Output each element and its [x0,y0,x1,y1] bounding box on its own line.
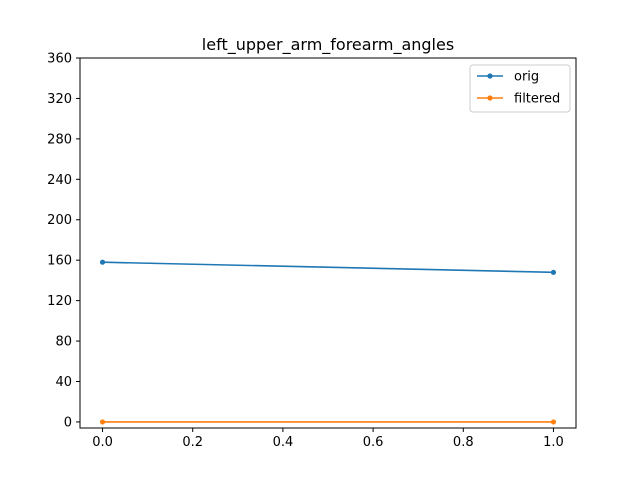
y-tick-label: 360 [47,52,72,67]
legend: orig filtered [469,64,571,113]
chart-title: left_upper_arm_forearm_angles [202,35,454,55]
y-tick-label: 120 [47,294,72,309]
series-line-orig [102,261,554,274]
data-point-filtered [550,419,557,425]
x-tick-label: 0.8 [453,435,474,450]
y-tick-label: 0 [64,415,72,430]
data-point-filtered [99,419,106,425]
y-tick-label: 320 [47,92,72,107]
x-tick-label: 0.4 [273,435,294,450]
y-axis: 0 40 80 120 160 200 240 280 320 360 [47,52,80,430]
legend-marker-orig [487,73,493,79]
x-tick-label: 1.0 [543,435,564,450]
x-tick-label: 0.0 [92,435,113,450]
y-tick-label: 40 [55,375,72,390]
series-layer [99,259,557,425]
y-tick-label: 280 [47,132,72,147]
plot-background [80,58,576,428]
y-tick-label: 160 [47,254,72,269]
legend-label-filtered: filtered [514,92,560,107]
y-tick-label: 240 [47,173,72,188]
x-axis: 0.0 0.2 0.4 0.6 0.8 1.0 [92,428,564,450]
legend-label-orig: orig [514,70,539,85]
x-tick-label: 0.6 [363,435,384,450]
legend-marker-filtered [487,95,493,101]
plot-frame [79,57,577,429]
y-tick-label: 200 [47,213,72,228]
y-tick-label: 80 [55,335,72,350]
x-tick-label: 0.2 [182,435,203,450]
data-point-orig [99,259,106,265]
data-point-orig [550,269,557,275]
